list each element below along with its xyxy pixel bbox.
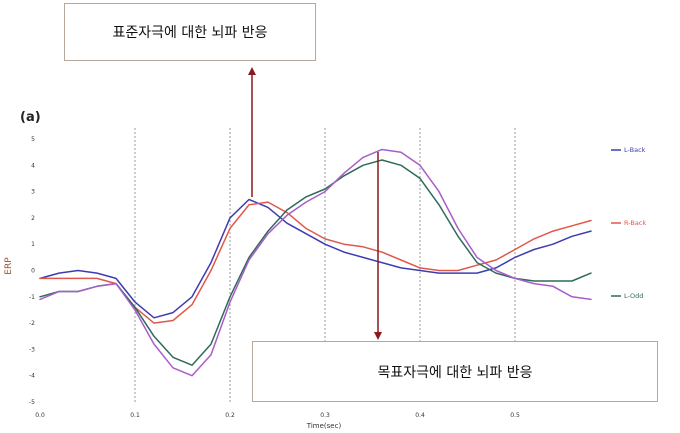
legend-label: L-Back: [624, 146, 646, 154]
x-axis: 0.0 0.1 0.2 0.3 0.4 0.5: [35, 412, 520, 419]
arrow-down-head: [374, 332, 382, 340]
y-tick-label: -1: [29, 294, 35, 301]
y-tick-label: 0: [31, 268, 35, 275]
y-tick-label: -5: [29, 399, 35, 406]
annotation-arrows: [248, 67, 382, 340]
chart-series: [39, 148, 592, 377]
series-line-r-back: [39, 201, 592, 324]
panel-label: (a): [20, 110, 41, 125]
y-tick-label: 3: [31, 189, 35, 196]
legend-label: L-Odd: [624, 292, 643, 300]
y-tick-label: 1: [31, 241, 35, 248]
series-line-l-back: [39, 198, 592, 319]
arrow-up-head: [248, 67, 256, 75]
x-axis-label: Time(sec): [306, 422, 342, 430]
y-tick-label: -4: [29, 373, 35, 380]
x-tick-label: 0.5: [510, 412, 520, 419]
y-axis-label: ERP: [4, 257, 14, 275]
y-tick-label: 4: [31, 162, 35, 169]
standard-stimulus-annotation: 표준자극에 대한 뇌파 반응: [64, 3, 316, 61]
x-tick-label: 0.0: [35, 412, 45, 419]
target-stimulus-annotation: 목표자극에 대한 뇌파 반응: [252, 341, 658, 402]
y-tick-label: -3: [29, 346, 35, 353]
x-tick-label: 0.2: [225, 412, 235, 419]
y-tick-label: 5: [31, 136, 35, 143]
series-line-unlabeled: [39, 148, 592, 377]
x-tick-label: 0.4: [415, 412, 425, 419]
x-tick-label: 0.1: [130, 412, 140, 419]
y-tick-label: -2: [29, 320, 35, 327]
y-tick-label: 2: [31, 215, 35, 222]
legend: L-Back R-Back L-Odd: [611, 146, 646, 300]
x-tick-label: 0.3: [320, 412, 330, 419]
series-line-l-odd: [39, 159, 592, 366]
y-axis: 5 4 3 2 1 0 -1 -2 -3 -4 -5: [29, 136, 35, 406]
legend-label: R-Back: [624, 219, 646, 227]
